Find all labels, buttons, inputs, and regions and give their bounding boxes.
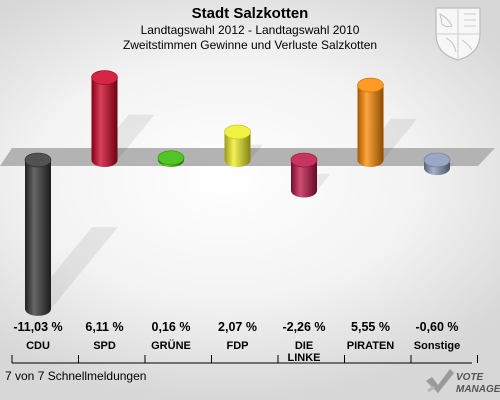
footer-status: 7 von 7 Schnellmeldungen (5, 369, 147, 383)
category-label: Sonstige (414, 340, 460, 352)
category-label: DIE (295, 340, 313, 352)
chart-title: Stadt Salzkotten (191, 5, 309, 22)
value-label: -11,03 % (13, 320, 62, 334)
checkmark-icon (426, 369, 454, 393)
bar-sonstige (423, 152, 454, 176)
svg-text:VOTE: VOTE (456, 372, 484, 383)
category-label: CDU (26, 340, 50, 352)
vote-manager-logo: VOTE MANAGER (426, 369, 500, 395)
chart-subtitle-2: Zweitstimmen Gewinne und Verluste Salzko… (122, 38, 378, 52)
category-label: LINKE (288, 352, 321, 364)
value-label: -0,60 % (415, 320, 458, 334)
bar-spd (91, 70, 155, 167)
value-label: -2,26 % (282, 320, 325, 334)
category-label: GRÜNE (151, 339, 191, 352)
bar-piraten (357, 77, 418, 167)
svg-text:MANAGER: MANAGER (456, 384, 500, 395)
bar-gr-ne (157, 150, 185, 167)
bar-cdu (24, 152, 119, 316)
chart-subtitle: Landtagswahl 2012 - Landtagswahl 2010 (140, 23, 360, 37)
category-label: PIRATEN (347, 340, 395, 352)
value-label: 2,07 % (218, 320, 257, 334)
bar-fdp (224, 124, 264, 167)
value-label: 6,11 % (85, 320, 123, 334)
logo-text-line2: MANAGER (456, 384, 500, 395)
value-label: 0,16 % (152, 320, 191, 334)
bar-die-linke (290, 152, 331, 198)
coat-of-arms-icon (435, 7, 481, 61)
value-label: 5,55 % (351, 320, 390, 334)
category-label: SPD (93, 340, 116, 352)
category-label: FDP (227, 340, 249, 352)
logo-text-line1: VOTE (456, 372, 484, 383)
